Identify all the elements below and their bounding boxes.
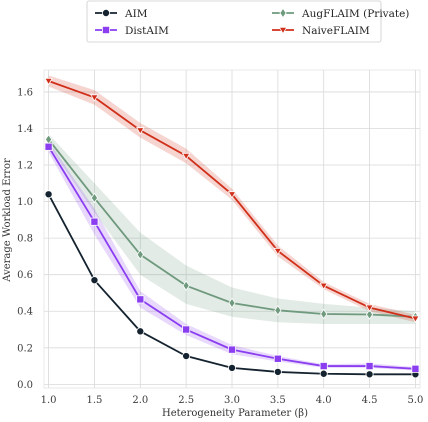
distaim-point <box>227 345 236 354</box>
axes: 1.0 1.5 2.0 2.5 3.0 3.5 4.0 4.5 5.0 0.0 0.2 0.4 0.6 0… <box>17 69 423 406</box>
y-tick-label: 0.8 <box>17 234 33 245</box>
y-tick-label: 1.2 <box>17 161 33 172</box>
confidence-bands <box>48 75 416 375</box>
naiveflaim-legend-label: NaiveFLAIM <box>302 25 370 37</box>
augflaim-private-point <box>90 192 99 204</box>
naiveflaim-point <box>273 247 283 256</box>
augflaim-private-point <box>228 297 236 309</box>
distaim-point <box>90 217 99 226</box>
augflaim-private-point <box>274 305 282 316</box>
x-tick-label: 4.5 <box>362 395 378 406</box>
distaim-point <box>182 325 191 334</box>
naiveflaim-point <box>90 94 99 102</box>
augflaim-private-point <box>182 280 190 291</box>
x-tick-label: 3.0 <box>224 395 240 406</box>
naiveflaim-point <box>411 315 420 323</box>
aim-legend-label: AIM <box>124 8 148 20</box>
distaim-legend-label: DistAIM <box>125 25 169 37</box>
augflaim-private-legend-label: AugFLAIM (Private) <box>301 8 409 20</box>
y-tick-label: 0.4 <box>17 307 33 318</box>
aim-point <box>273 367 282 376</box>
distaim-point <box>273 354 282 363</box>
grid-layer <box>44 70 420 388</box>
aim-point <box>90 276 99 285</box>
augflaim-private-band <box>48 133 416 325</box>
aim-point <box>44 190 53 199</box>
augflaim-private-point <box>320 308 328 320</box>
distaim-point <box>136 295 145 304</box>
naiveflaim-point <box>227 191 237 199</box>
y-tick-label: 0.0 <box>17 380 33 391</box>
augflaim-private-point <box>136 249 144 260</box>
y-tick-label: 0.2 <box>17 343 33 354</box>
x-tick-label: 1.5 <box>86 395 102 406</box>
legend: AIM DistAIM AugFLAIM (Private) NaiveFLAIM <box>86 0 409 43</box>
naiveflaim-point <box>181 152 191 161</box>
aim-point <box>136 327 145 336</box>
naiveflaim-point <box>319 282 329 291</box>
x-tick-label: 2.0 <box>132 395 148 406</box>
distaim-point <box>411 364 420 373</box>
x-tick-label: 1.0 <box>41 395 57 406</box>
naiveflaim-point <box>44 77 53 86</box>
x-tick-label: 3.5 <box>270 395 286 406</box>
augflaim-private-point <box>365 309 374 320</box>
aim-legend-marker <box>102 8 111 17</box>
y-tick-label: 1.4 <box>17 124 33 135</box>
naiveflaim-point <box>135 127 145 135</box>
x-tick-label: 2.5 <box>178 395 194 406</box>
distaim-point <box>365 362 374 371</box>
naiveflaim-legend-marker <box>278 26 288 35</box>
naiveflaim-band <box>48 75 416 323</box>
x-tick-label: 4.0 <box>316 395 332 406</box>
distaim-point <box>319 362 328 371</box>
aim-point <box>365 370 374 379</box>
aim-point <box>319 369 328 378</box>
x-tick-label: 5.0 <box>407 395 423 406</box>
distaim-legend-marker <box>102 25 111 34</box>
legend-box <box>86 0 382 43</box>
plot-frame <box>43 69 421 389</box>
aim-point <box>227 363 236 372</box>
aim-point <box>182 352 191 361</box>
augflaim-private-legend-marker <box>279 7 287 19</box>
y-tick-label: 1.0 <box>17 197 33 208</box>
x-axis-label: Heterogeneity Parameter (β) <box>162 408 308 419</box>
y-axis-label: Average Workload Error <box>2 158 13 283</box>
y-tick-label: 1.6 <box>17 87 33 98</box>
series-markers <box>44 77 420 379</box>
distaim-point <box>44 142 53 151</box>
naiveflaim-point <box>365 304 374 312</box>
y-tick-label: 0.6 <box>17 270 33 281</box>
